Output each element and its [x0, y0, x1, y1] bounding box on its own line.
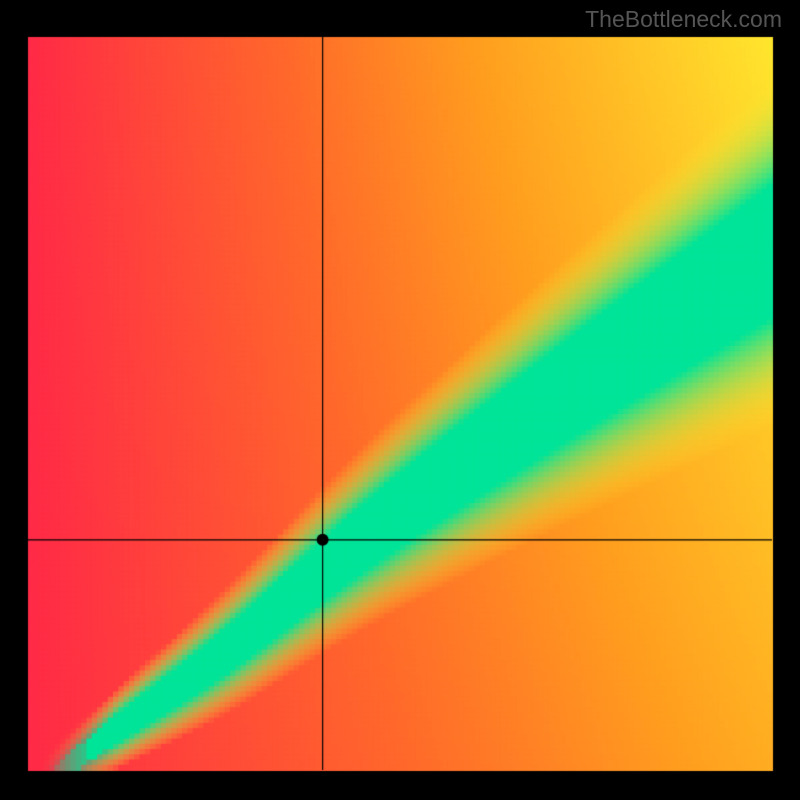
- chart-container: TheBottleneck.com: [0, 0, 800, 800]
- watermark-text: TheBottleneck.com: [585, 6, 782, 33]
- bottleneck-heatmap: [0, 0, 800, 800]
